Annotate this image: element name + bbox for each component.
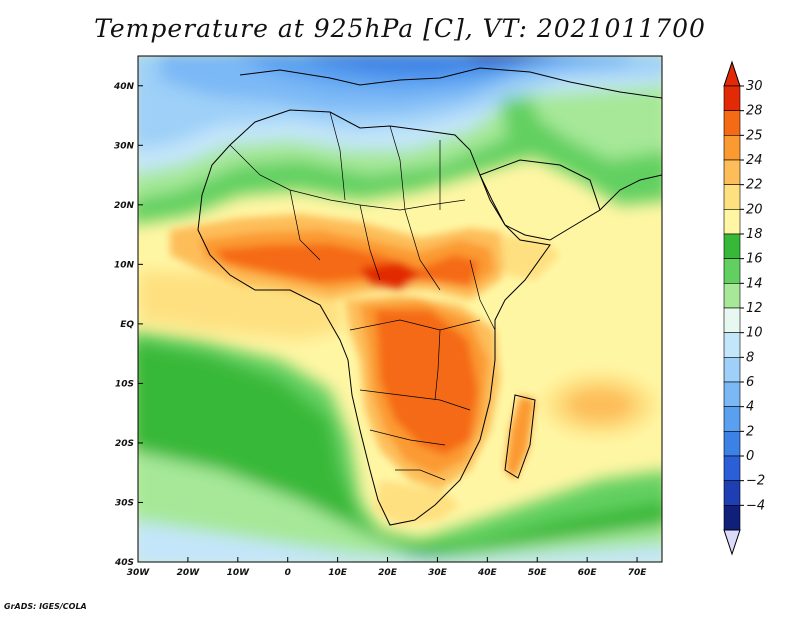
border-equator [349,319,481,331]
coastlines [197,67,662,526]
field-sa-22 [375,480,460,525]
colorbar-band [723,258,741,284]
field-south-14 [138,451,662,562]
colorbar-band [723,357,741,383]
chart-title: Temperature at 925hPa [C], VT: 202101170… [94,14,706,43]
lat-tick-label: 20S [115,439,134,449]
lon-tick-label: 20E [378,568,398,578]
borders [229,111,496,481]
lon-tick-label: 40E [477,568,498,578]
colorbar-label: 8 [746,350,754,365]
colorbar-label: 10 [746,326,763,341]
colorbar-band [723,332,741,358]
colorbar-band [723,431,741,457]
colorbar-band [723,233,741,259]
border-south-central [359,389,471,411]
colorbar-label: 30 [746,79,763,94]
border-southern [369,429,446,446]
asia-coastline [599,174,662,211]
arabia-coastline [479,159,601,241]
colorbar-band [723,283,741,309]
colorbar-label: 24 [746,153,763,168]
lon-tick-label: 10E [328,568,348,578]
border-algeria [329,111,346,201]
colorbar-band [723,455,741,481]
lon-tick-label: 30W [127,568,151,578]
border-mali [289,189,321,261]
lat-tick-label: 30S [115,498,134,508]
colorbar-bottom-arrow [723,529,741,556]
colorbar-label: 4 [746,400,754,415]
lat-tick-label: 40N [113,82,135,92]
colorbar-band [723,307,741,333]
colorbar-label: 28 [746,104,763,119]
colorbar-band [723,184,741,210]
colorbar-label: 0 [746,449,754,464]
field-ocean-24 [565,387,635,423]
latitude-axis: 40S 30S 20S 10S EQ 10N 20N 30N 40N [113,82,143,568]
colorbar-label: 14 [746,276,763,291]
border-east [469,259,496,331]
colorbar-band [723,135,741,161]
colorbar-label: 2 [746,424,754,439]
colorbar-label: 6 [746,375,754,390]
field-south-12 [138,521,662,562]
europe-coastline [239,67,662,99]
colorbar-label: 12 [746,301,763,316]
lon-tick-label: 70E [628,568,648,578]
lat-tick-label: 40S [114,558,134,568]
lon-tick-label: 50E [528,568,548,578]
border-sudan [404,209,441,291]
field-horn-22 [500,235,560,280]
lon-tick-label: 10W [227,568,251,578]
border-sa [395,469,446,481]
field-central-28 [375,310,478,455]
colorbar-band [723,406,741,432]
colorbar-band [723,505,741,531]
map-frame [137,55,663,563]
colorbar-label: 20 [746,202,763,217]
border-niger-chad [359,204,381,281]
lon-tick-label: 0 [285,568,291,578]
field-madagascar-25 [505,395,535,480]
colorbar-label: −2 [746,474,765,489]
field-asia-14 [530,85,662,160]
colorbar-label: 22 [746,178,763,193]
border-lakes [434,329,441,401]
border-libya [389,125,406,211]
colorbar-band [723,480,741,506]
lon-tick-label: 20W [177,568,201,578]
longitude-axis: 30W 20W 10W 0 10E 20E 30E 40E 50E 60E 70E [127,557,647,578]
lat-tick-label: 10S [115,379,134,389]
lat-tick-label: 20N [114,201,135,211]
lon-tick-label: 30E [428,568,448,578]
colorbar-band [723,85,741,111]
temperature-field [138,56,662,562]
colorbar-top-arrow [723,60,741,87]
colorbar-band [723,159,741,185]
lon-tick-label: 60E [578,568,598,578]
lat-tick-label: EQ [120,320,134,330]
colorbar-label: 16 [746,252,763,267]
colorbar-band [723,110,741,136]
colorbar-label: 18 [746,227,763,242]
lat-tick-label: 30N [114,141,135,151]
africa-coastline [197,109,551,526]
madagascar-coastline [504,394,536,479]
colorbar-band [723,381,741,407]
border-sahara [229,144,466,211]
field-north-m2 [470,56,536,62]
field-sahel-30 [360,262,420,290]
colorbar-label: 25 [746,128,763,143]
lat-tick-label: 10N [114,260,135,270]
credit-text: GrADS: IGES/COLA [4,602,87,611]
colorbar-band [723,209,741,235]
colorbar-label: −4 [746,498,765,513]
